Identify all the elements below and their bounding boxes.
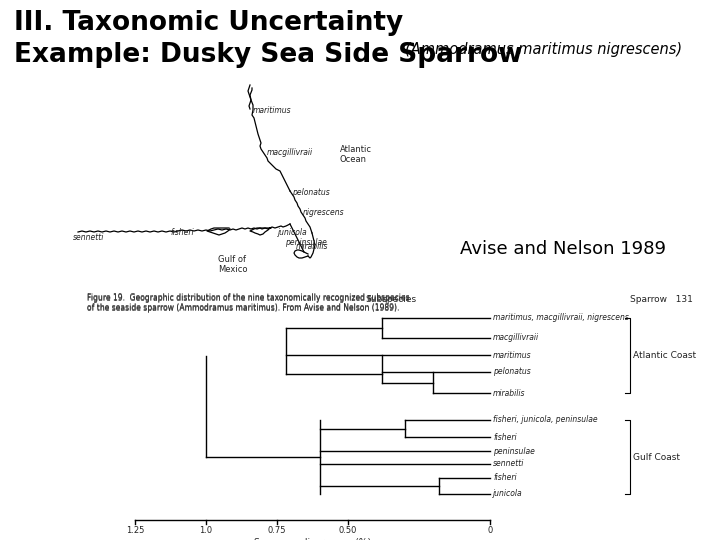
Text: Sequence divergence (%): Sequence divergence (%) <box>254 538 371 540</box>
Text: Figure 19.  Geographic distribution of the nine taxonomically recognized subspec: Figure 19. Geographic distribution of th… <box>87 293 410 313</box>
Text: fisheri: fisheri <box>493 474 517 483</box>
Text: maritimus: maritimus <box>253 106 292 115</box>
Text: Avise and Nelson 1989: Avise and Nelson 1989 <box>460 240 666 258</box>
Text: Figure 19.  Geographic distribution of the nine taxonomically recognized subspec: Figure 19. Geographic distribution of th… <box>87 294 410 313</box>
Text: maritimus, macgillivraii, nigrescens: maritimus, macgillivraii, nigrescens <box>493 314 629 322</box>
Text: macgillivraii: macgillivraii <box>493 334 539 342</box>
Text: sennetti: sennetti <box>73 233 104 242</box>
Text: peninsulae: peninsulae <box>493 447 535 456</box>
Text: Subspecies: Subspecies <box>365 295 416 304</box>
Text: pelonatus: pelonatus <box>292 188 330 197</box>
Text: 1.25: 1.25 <box>126 526 144 535</box>
Text: Gulf of
Mexico: Gulf of Mexico <box>218 255 248 274</box>
Text: maritimus: maritimus <box>493 350 531 360</box>
Text: 0.75: 0.75 <box>268 526 287 535</box>
Text: Gulf Coast: Gulf Coast <box>633 453 680 462</box>
Text: nigrescens: nigrescens <box>303 208 345 217</box>
Text: 0: 0 <box>487 526 492 535</box>
Text: junicola: junicola <box>493 489 523 498</box>
Text: Example: Dusky Sea Side Sparrow: Example: Dusky Sea Side Sparrow <box>14 42 523 68</box>
Text: (Ammodramus maritimus nigrescens): (Ammodramus maritimus nigrescens) <box>405 42 682 57</box>
Text: Atlantic
Ocean: Atlantic Ocean <box>340 145 372 164</box>
Text: Atlantic Coast: Atlantic Coast <box>633 351 696 360</box>
Text: 1.0: 1.0 <box>199 526 212 535</box>
Text: fisheri, junicola, peninsulae: fisheri, junicola, peninsulae <box>493 415 598 424</box>
Text: junicola: junicola <box>278 228 307 237</box>
Text: macgillivraii: macgillivraii <box>267 148 313 157</box>
Text: sennetti: sennetti <box>493 460 524 469</box>
Text: mirabilis: mirabilis <box>493 388 526 397</box>
Text: fisheri: fisheri <box>170 228 194 237</box>
Text: Sparrow   131: Sparrow 131 <box>630 295 693 304</box>
Text: fisheri: fisheri <box>493 433 517 442</box>
Text: 0.50: 0.50 <box>339 526 357 535</box>
Text: mirabilis: mirabilis <box>296 242 328 251</box>
Text: pelonatus: pelonatus <box>493 368 531 376</box>
Text: III. Taxonomic Uncertainty: III. Taxonomic Uncertainty <box>14 10 403 36</box>
Text: peninsulae: peninsulae <box>285 238 327 247</box>
